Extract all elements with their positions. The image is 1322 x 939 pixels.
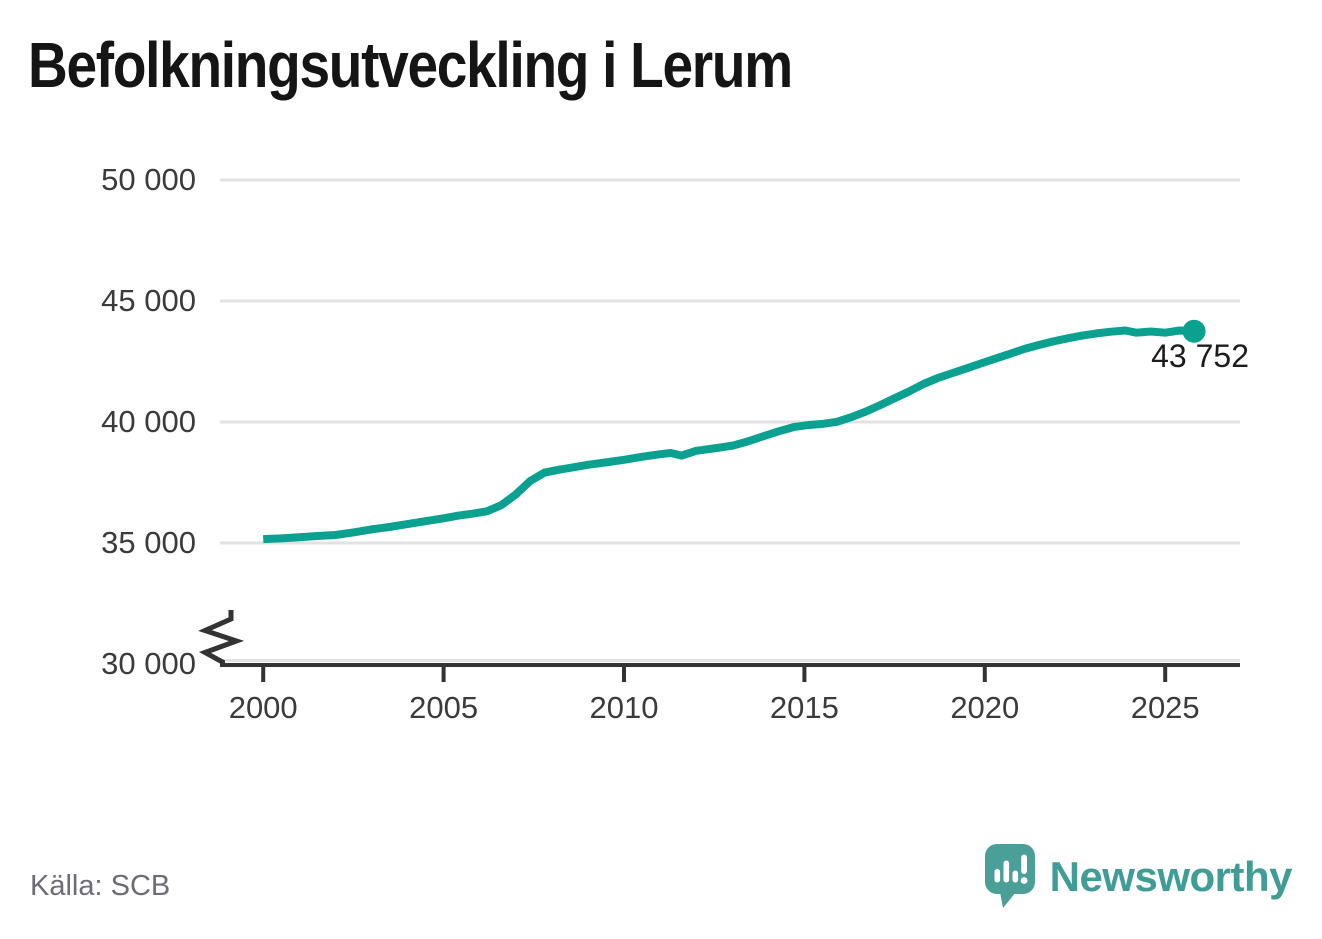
brand-footer: Newsworthy bbox=[984, 842, 1293, 912]
brand-name: Newsworthy bbox=[1049, 853, 1293, 900]
y-axis-tick-label: 40 000 bbox=[101, 404, 196, 439]
x-axis-tick-label: 2010 bbox=[589, 690, 659, 725]
x-axis bbox=[222, 663, 1240, 682]
x-axis-tick-label: 2020 bbox=[950, 690, 1020, 725]
population-line bbox=[263, 326, 1195, 544]
latest-value-label: 43 752 bbox=[1151, 338, 1249, 374]
x-axis-tick-label: 2025 bbox=[1130, 690, 1200, 725]
newsworthy-logo-icon bbox=[984, 844, 1035, 908]
y-axis-tick-label: 30 000 bbox=[101, 646, 196, 681]
latest-point-marker bbox=[1182, 319, 1206, 343]
x-axis-tick-label: 2005 bbox=[409, 690, 479, 725]
page-title: Befolkningsutveckling i Lerum bbox=[28, 29, 793, 101]
gridlines bbox=[220, 178, 1240, 662]
y-axis-tick-label: 35 000 bbox=[101, 525, 196, 560]
y-axis-tick-label: 45 000 bbox=[101, 283, 196, 318]
x-axis-tick-label: 2000 bbox=[228, 690, 298, 725]
source-note: Källa: SCB bbox=[30, 870, 171, 902]
y-axis-break-icon bbox=[198, 610, 245, 667]
population-line-group bbox=[263, 319, 1206, 544]
y-axis-tick-label: 50 000 bbox=[101, 162, 196, 197]
x-axis-tick-label: 2015 bbox=[769, 690, 839, 725]
